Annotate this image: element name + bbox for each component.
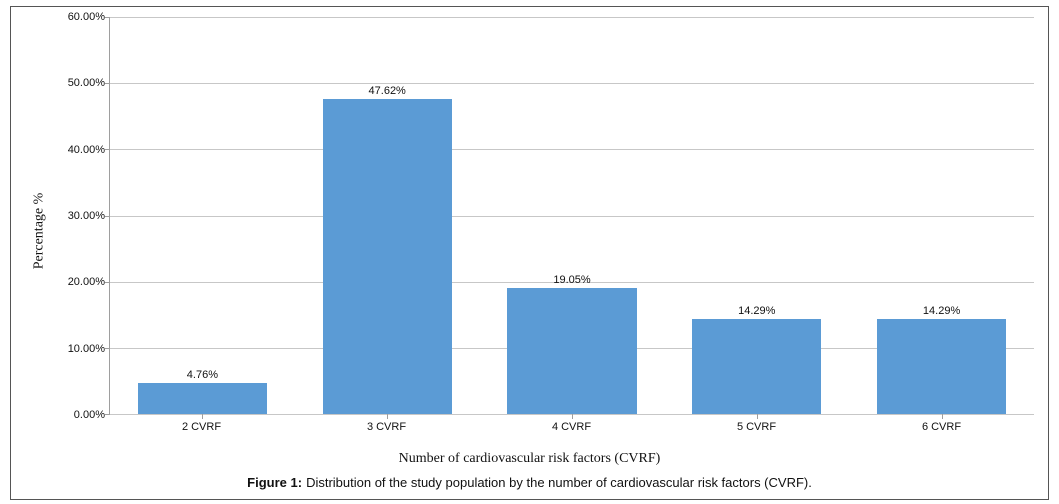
figure-frame: Percentage % 0.00% 10.00% 20.00% 30.00% 40.0… [10, 6, 1049, 500]
bar-slot: 14.29% [849, 17, 1034, 414]
x-tick-mark [757, 414, 758, 419]
bar-value-label: 14.29% [923, 305, 960, 317]
y-axis-label-wrap: Percentage % [25, 11, 53, 451]
bar-slot: 4.76% [110, 17, 295, 414]
y-tick-label: 0.00% [74, 409, 105, 421]
bar-value-label: 47.62% [369, 85, 406, 97]
bar [138, 383, 267, 414]
x-axis-ticks: 2 CVRF3 CVRF4 CVRF5 CVRF6 CVRF [109, 421, 1034, 433]
bar [323, 99, 452, 414]
y-tick-label: 30.00% [68, 210, 105, 222]
x-axis-label: Number of cardiovascular risk factors (C… [399, 451, 661, 467]
bar [877, 319, 1006, 414]
x-tick-mark [942, 414, 943, 419]
bar [692, 319, 821, 414]
x-tick-label: 5 CVRF [664, 421, 849, 433]
bars-group: 4.76% 47.62% 19.05% 14.29% 14.29% [110, 17, 1034, 414]
caption-text: Distribution of the study population by … [306, 475, 812, 490]
x-tick-mark [387, 414, 388, 419]
bar-value-label: 14.29% [738, 305, 775, 317]
bar-slot: 14.29% [664, 17, 849, 414]
chart-area: Percentage % 0.00% 10.00% 20.00% 30.00% 40.0… [25, 11, 1034, 451]
x-tick-label: 6 CVRF [849, 421, 1034, 433]
bar-value-label: 19.05% [553, 274, 590, 286]
x-tick-label: 4 CVRF [479, 421, 664, 433]
y-tick-label: 50.00% [68, 77, 105, 89]
bar-value-label: 4.76% [187, 369, 218, 381]
bar-slot: 47.62% [295, 17, 480, 414]
plot-column: 4.76% 47.62% 19.05% 14.29% 14.29% 2 CVRF3 CV… [109, 11, 1034, 451]
y-tick-label: 60.00% [68, 11, 105, 23]
plot-area: 4.76% 47.62% 19.05% 14.29% 14.29% [109, 17, 1034, 415]
y-tick-mark [105, 414, 110, 415]
x-tick-label: 3 CVRF [294, 421, 479, 433]
y-tick-label: 40.00% [68, 144, 105, 156]
y-tick-label: 10.00% [68, 343, 105, 355]
bar [507, 288, 636, 414]
x-tick-label: 2 CVRF [109, 421, 294, 433]
caption-prefix: Figure 1: [247, 475, 302, 490]
bar-slot: 19.05% [480, 17, 665, 414]
x-tick-mark [202, 414, 203, 419]
figure-caption: Figure 1: Distribution of the study popu… [25, 471, 1034, 493]
figure-container: Percentage % 0.00% 10.00% 20.00% 30.00% 40.0… [0, 0, 1059, 504]
y-tick-label: 20.00% [68, 276, 105, 288]
y-axis-ticks: 0.00% 10.00% 20.00% 30.00% 40.00% 50.00% 60.00… [53, 11, 109, 451]
y-axis-label: Percentage % [31, 193, 47, 270]
x-tick-mark [572, 414, 573, 419]
